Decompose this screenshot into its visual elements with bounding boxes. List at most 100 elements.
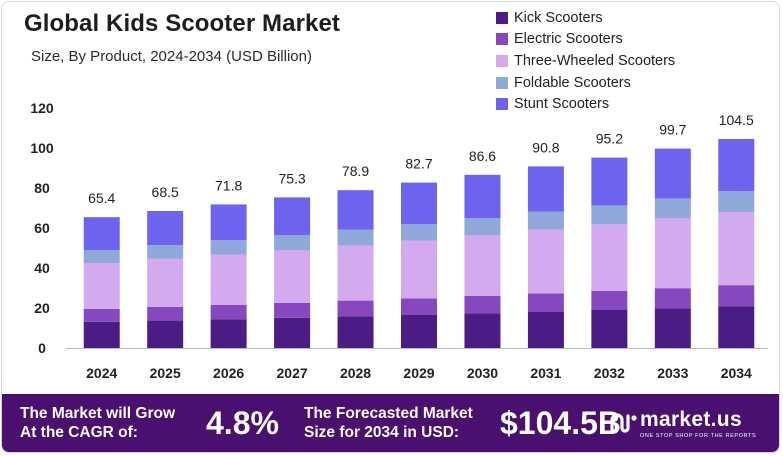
- x-tick-label: 2024: [86, 365, 117, 381]
- y-tick-label: 0: [38, 340, 46, 356]
- bar-segment: [401, 315, 437, 348]
- legend-label: Foldable Scooters: [514, 74, 631, 91]
- bar-segment: [464, 174, 501, 218]
- bar-segment: [591, 291, 628, 310]
- bar-total-label: 82.7: [405, 156, 432, 172]
- bar-segment: [337, 300, 374, 317]
- x-tick-label: 2029: [403, 365, 434, 381]
- summary-footer: The Market will Grow At the CAGR of: 4.8…: [2, 394, 779, 452]
- x-tick-label: 2031: [530, 365, 561, 381]
- bar-segment: [718, 285, 755, 307]
- bar-segment: [83, 308, 120, 322]
- bar-total-label: 65.4: [88, 190, 115, 206]
- legend-item: Kick Scooters: [496, 7, 675, 29]
- bar-segment: [464, 296, 501, 314]
- bar-segment: [401, 240, 437, 299]
- bar-segment: [718, 191, 755, 212]
- bar-total-label: 71.8: [215, 177, 242, 193]
- bar-segment: [654, 308, 691, 348]
- bar-segment: [274, 302, 311, 318]
- legend-label: Stunt Scooters: [514, 96, 610, 113]
- legend-item: Electric Scooters: [496, 29, 675, 51]
- bar-segment: [591, 224, 628, 291]
- bar-segment: [464, 218, 501, 236]
- bar-total-label: 75.3: [278, 170, 305, 186]
- forecast-label: The Forecasted Market Size for 2034 in U…: [304, 404, 473, 442]
- x-tick-label: 2025: [150, 365, 181, 381]
- bar-segment: [654, 198, 691, 219]
- bar-segment: [527, 211, 564, 230]
- legend-swatch: [496, 54, 508, 67]
- bar-segment: [337, 245, 374, 301]
- legend-swatch: [496, 33, 508, 46]
- x-tick-label: 2026: [213, 365, 244, 381]
- y-tick-label: 60: [34, 220, 50, 236]
- bar-segment: [147, 245, 184, 259]
- bar-segment: [527, 293, 564, 312]
- bar-segment: [464, 313, 501, 348]
- bar-segment: [274, 235, 311, 250]
- legend-label: Kick Scooters: [514, 9, 603, 26]
- legend-swatch: [496, 76, 508, 89]
- bar-segment: [83, 263, 120, 309]
- bar-total-label: 68.5: [152, 184, 179, 200]
- bar-segment: [527, 229, 564, 294]
- legend-item: Stunt Scooters: [496, 93, 675, 115]
- legend-label: Three-Wheeled Scooters: [514, 52, 676, 69]
- bar-total-label: 78.9: [342, 163, 369, 179]
- bar-segment: [274, 317, 311, 348]
- x-tick-label: 2030: [467, 365, 498, 381]
- bar-segment: [147, 320, 184, 348]
- bar-segment: [210, 240, 247, 255]
- bar-total-label: 86.6: [469, 148, 496, 164]
- x-tick-label: 2034: [721, 365, 752, 381]
- bar-segment: [210, 204, 247, 241]
- bar-segment: [527, 166, 564, 212]
- bar-total-label: 90.8: [532, 139, 559, 155]
- cagr-label-line2: At the CAGR of:: [20, 424, 138, 441]
- y-tick-label: 80: [34, 180, 50, 196]
- bar-segment: [654, 148, 691, 199]
- bar-segment: [147, 211, 184, 245]
- legend-item: Three-Wheeled Scooters: [496, 50, 675, 72]
- forecast-value: $104.5B: [500, 405, 621, 441]
- chart-subtitle: Size, By Product, 2024-2034 (USD Billion…: [31, 48, 312, 65]
- market-us-logo-icon: [610, 413, 637, 434]
- chart-legend: Kick Scooters Electric Scooters Three-Whee…: [496, 7, 675, 115]
- bar-segment: [83, 250, 120, 263]
- brand-name: market.us: [640, 408, 742, 431]
- y-tick-label: 40: [34, 260, 50, 276]
- bar-segment: [718, 212, 755, 286]
- cagr-label-line1: The Market will Grow: [20, 405, 176, 422]
- bar-segment: [147, 258, 184, 307]
- bar-segment: [591, 310, 628, 348]
- bar-segment: [210, 254, 247, 305]
- forecast-label-line1: The Forecasted Market: [304, 405, 473, 422]
- bar-segment: [147, 306, 184, 321]
- y-tick-label: 20: [34, 300, 50, 316]
- bar-segment: [464, 235, 501, 296]
- bar-segment: [718, 139, 755, 191]
- bar-segment: [401, 298, 437, 315]
- legend-item: Foldable Scooters: [496, 72, 675, 94]
- y-tick-label: 100: [30, 140, 54, 156]
- x-tick-label: 2027: [277, 365, 308, 381]
- bar-segment: [654, 288, 691, 309]
- cagr-value: 4.8%: [206, 405, 279, 441]
- x-tick-label: 2033: [657, 365, 688, 381]
- x-tick-label: 2028: [340, 365, 371, 381]
- chart-title: Global Kids Scooter Market: [24, 10, 341, 37]
- bar-segment: [527, 311, 564, 348]
- bar-segment: [274, 197, 311, 235]
- brand: market.us ONE STOP SHOP FOR THE REPORTS: [640, 408, 756, 439]
- bar-segment: [654, 218, 691, 289]
- bar-segment: [337, 316, 374, 348]
- bar-total-label: 104.5: [719, 112, 754, 128]
- brand-tagline: ONE STOP SHOP FOR THE REPORTS: [640, 433, 757, 439]
- y-tick-label: 120: [30, 100, 54, 116]
- bar-segment: [401, 224, 437, 241]
- bar-total-label: 95.2: [596, 131, 623, 147]
- bar-segment: [274, 250, 311, 303]
- forecast-label-line2: Size for 2034 in USD:: [304, 424, 460, 441]
